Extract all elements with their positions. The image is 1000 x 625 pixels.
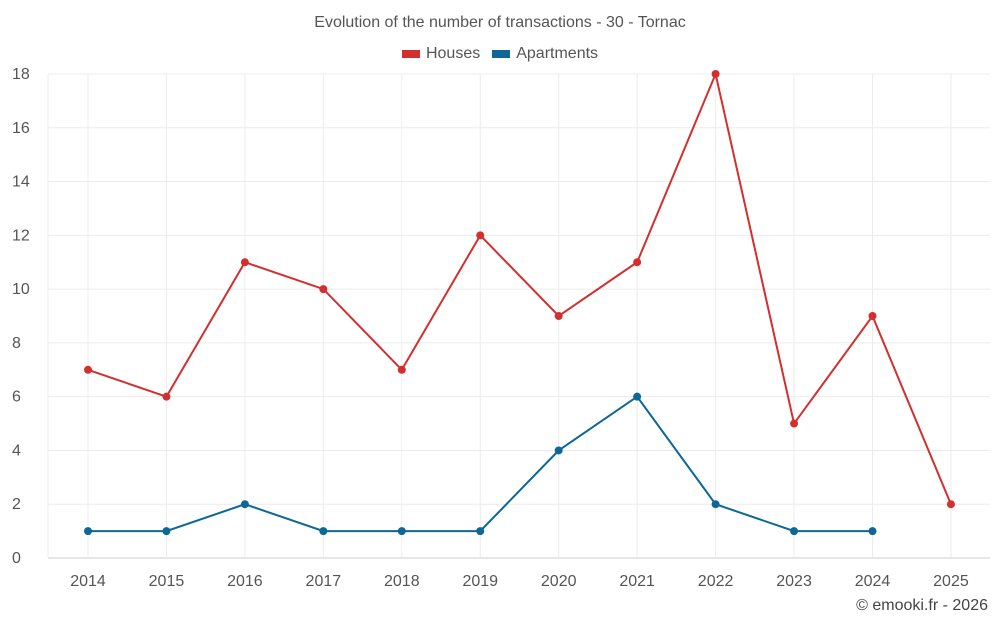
- legend-swatch-apartments: [492, 50, 511, 58]
- y-tick-label-14: 14: [12, 174, 30, 191]
- series-line-houses: [87, 70, 952, 505]
- y-tick-label-12: 12: [12, 227, 30, 244]
- data-point-apartments-2019: [476, 527, 485, 536]
- chart-title: Evolution of the number of transactions …: [314, 14, 686, 31]
- x-tick-label-2022: 2022: [698, 573, 734, 590]
- x-tick-label-2016: 2016: [227, 573, 263, 590]
- x-tick-label-2020: 2020: [541, 573, 577, 590]
- credit-text: © emooki.fr - 2026: [856, 597, 988, 614]
- data-point-apartments-2020: [554, 446, 563, 455]
- data-point-apartments-2017: [319, 527, 328, 536]
- data-point-houses-2022: [711, 70, 720, 78]
- data-point-houses-2014: [84, 365, 92, 374]
- data-point-houses-2016: [240, 258, 249, 267]
- x-tick-label-2018: 2018: [384, 573, 420, 590]
- data-point-houses-2018: [397, 365, 406, 374]
- x-tick-label-2021: 2021: [619, 573, 655, 590]
- data-point-apartments-2021: [633, 392, 642, 401]
- data-point-houses-2024: [868, 312, 877, 320]
- x-tick-label-2023: 2023: [776, 573, 812, 590]
- data-point-apartments-2023: [790, 527, 799, 536]
- y-tick-label-18: 18: [12, 66, 30, 83]
- data-point-houses-2015: [162, 392, 171, 401]
- legend-swatch-houses: [401, 50, 420, 58]
- data-point-houses-2019: [476, 231, 485, 240]
- data-point-houses-2023: [790, 419, 799, 428]
- data-point-apartments-2022: [711, 500, 720, 509]
- data-point-apartments-2024: [868, 527, 877, 536]
- legend-label-houses: Houses: [425, 45, 481, 62]
- data-point-apartments-2018: [397, 527, 406, 536]
- y-tick-label-2: 2: [12, 496, 21, 513]
- data-point-houses-2025: [946, 500, 955, 509]
- legend: Houses Apartments: [0, 45, 1000, 63]
- y-tick-label-16: 16: [12, 120, 30, 137]
- data-point-houses-2021: [633, 258, 642, 267]
- y-tick-label-6: 6: [12, 389, 21, 406]
- data-point-houses-2017: [319, 285, 328, 294]
- x-tick-label-2025: 2025: [933, 573, 969, 590]
- x-tick-label-2014: 2014: [70, 573, 106, 590]
- legend-item-houses[interactable]: Houses: [401, 45, 481, 63]
- data-point-houses-2020: [554, 312, 563, 320]
- y-tick-label-10: 10: [12, 281, 30, 298]
- x-tick-label-2019: 2019: [462, 573, 498, 590]
- y-tick-label-8: 8: [12, 335, 21, 352]
- x-tick-label-2017: 2017: [306, 573, 342, 590]
- x-tick-label-2024: 2024: [855, 573, 891, 590]
- data-point-apartments-2015: [162, 527, 171, 536]
- legend-label-apartments: Apartments: [516, 45, 599, 62]
- data-point-apartments-2016: [240, 500, 249, 509]
- y-tick-label-0: 0: [12, 550, 21, 567]
- legend-item-apartments[interactable]: Apartments: [492, 45, 598, 63]
- data-point-apartments-2014: [84, 527, 92, 536]
- y-tick-label-4: 4: [12, 442, 21, 459]
- x-tick-label-2015: 2015: [149, 573, 185, 590]
